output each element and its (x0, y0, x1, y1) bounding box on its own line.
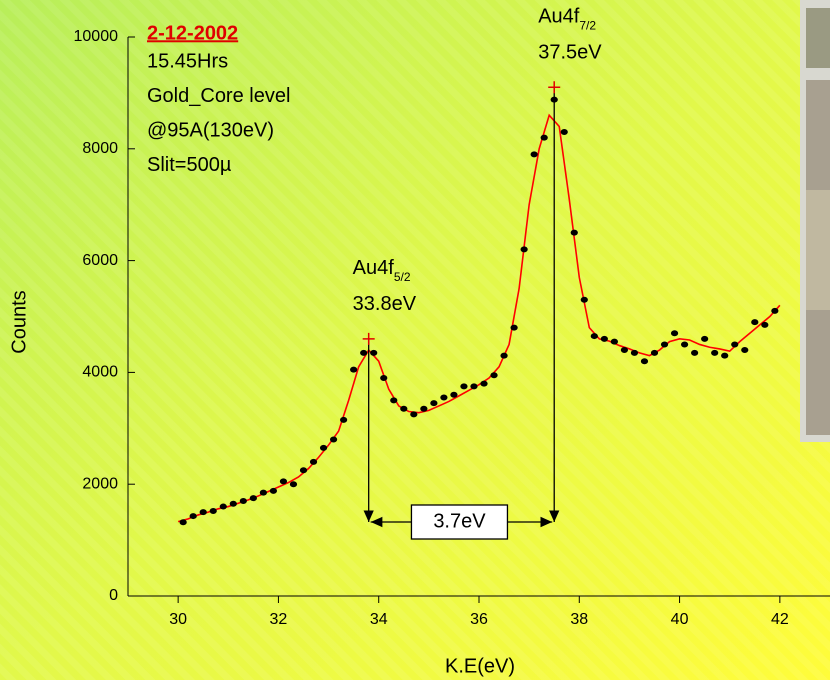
x-tick-label: 42 (771, 611, 789, 628)
peak-marker (362, 332, 375, 345)
y-tick-label: 10000 (74, 28, 119, 45)
data-point (189, 513, 197, 520)
x-axis-title: K.E(eV) (445, 655, 515, 677)
y-axis-title: Counts (8, 290, 30, 353)
data-point (771, 307, 779, 314)
y-tick-label: 4000 (82, 364, 118, 381)
date: 2-12-2002 (147, 22, 238, 44)
x-tick-label: 34 (370, 611, 388, 628)
data-point (219, 503, 227, 510)
data-point (590, 333, 598, 340)
data-point (711, 349, 719, 356)
fit-line (177, 113, 781, 523)
data-point (540, 134, 548, 141)
data-point (279, 478, 288, 485)
data-point (470, 383, 478, 390)
data-point (660, 341, 669, 348)
info-line: Slit=500µ (147, 154, 232, 176)
x-tick-label: 36 (470, 611, 488, 628)
peak-subscript: 5/2 (394, 270, 411, 284)
separation-box (410, 504, 509, 540)
data-point (670, 330, 679, 337)
data-point (390, 397, 398, 404)
data-point (269, 487, 278, 494)
data-point (460, 383, 468, 390)
y-tick-label: 8000 (82, 140, 118, 157)
data-point (450, 391, 458, 398)
data-point (360, 349, 368, 356)
data-point (400, 405, 408, 412)
data-point (480, 380, 488, 387)
data-point (570, 229, 578, 236)
data-point (440, 394, 448, 401)
peak-label: Au4f5/2 (353, 257, 411, 284)
x-tick-label: 30 (169, 611, 187, 628)
info-line: 15.45Hrs (147, 50, 228, 72)
data-point (209, 508, 217, 515)
data-point (650, 349, 659, 356)
data-point (721, 352, 729, 359)
y-tick-label: 0 (109, 587, 118, 604)
x-tick-label: 32 (270, 611, 288, 628)
data-point (630, 349, 639, 356)
data-point (410, 411, 418, 418)
data-point (620, 347, 629, 354)
data-point (731, 341, 739, 348)
data-point (741, 347, 749, 354)
separation-label: 3.7eV (433, 510, 486, 532)
data-point (560, 129, 568, 136)
data-point (761, 321, 769, 328)
data-point (751, 319, 759, 326)
y-tick-label: 6000 (82, 252, 118, 269)
data-point (249, 495, 257, 502)
data-point (229, 500, 237, 507)
info-line: @95A(130eV) (147, 119, 274, 141)
data-point (179, 519, 187, 526)
data-point (520, 246, 528, 253)
peak-energy: 37.5eV (538, 42, 602, 64)
peak-name: Au4f (353, 257, 395, 279)
data-point (319, 444, 328, 451)
data-point (580, 296, 588, 303)
data-point (530, 151, 538, 158)
info-block: 15.45Hrs Gold_Core level @95A(130eV) Slit=5… (147, 50, 290, 176)
data-point (370, 349, 378, 356)
data-point (309, 458, 318, 465)
data-point (500, 352, 508, 359)
peak-subscript: 7/2 (579, 18, 596, 32)
data-point (640, 358, 649, 365)
data-point (289, 481, 298, 488)
y-tick-label: 2000 (82, 475, 118, 492)
data-point (259, 489, 267, 496)
data-point (299, 467, 308, 474)
data-point (600, 335, 608, 342)
peak-energy: 33.8eV (353, 293, 417, 315)
data-point (701, 335, 709, 342)
data-point (380, 374, 388, 381)
peak-label: Au4f7/2 (538, 6, 596, 33)
data-point (680, 341, 689, 348)
x-tick-label: 40 (671, 611, 689, 628)
data-point (340, 416, 348, 423)
data-point (239, 497, 247, 504)
data-point (329, 436, 338, 443)
data-point (420, 405, 428, 412)
info-line: Gold_Core level (147, 85, 290, 107)
data-point (430, 400, 438, 407)
x-tick-label: 38 (570, 611, 588, 628)
inset-photo (800, 0, 830, 442)
data-point (691, 349, 699, 356)
peak-name: Au4f (538, 6, 580, 28)
data-point (510, 324, 518, 331)
data-point (610, 338, 618, 345)
data-point (199, 509, 207, 516)
peak-marker (548, 81, 561, 94)
data-point (350, 366, 358, 373)
data-point (490, 372, 498, 379)
